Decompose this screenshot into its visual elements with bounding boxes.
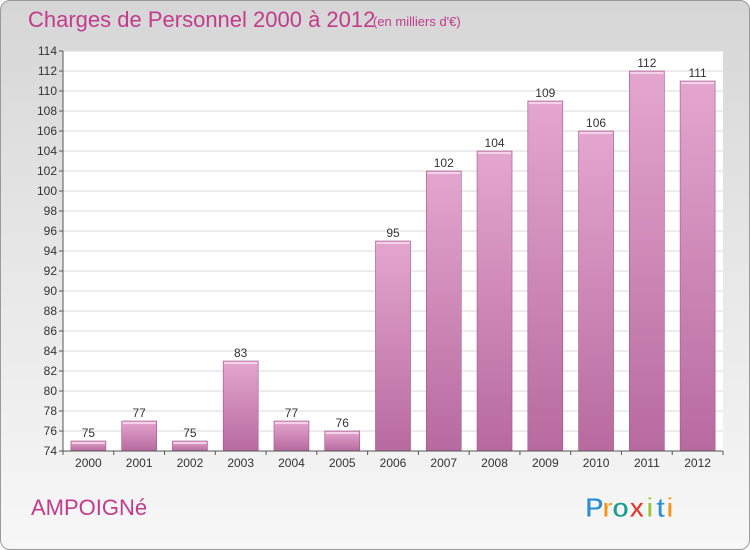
logo-letter: x	[629, 492, 645, 523]
bar-highlight	[122, 422, 156, 424]
bar-2010	[578, 130, 614, 452]
bar-highlight	[427, 172, 461, 174]
y-tick-label: 112	[38, 64, 57, 78]
x-tick-label: 2003	[227, 456, 254, 470]
data-labels: 75 77 75 83 77 76 95 102 104 109 106 112 111	[82, 56, 707, 440]
y-tick-label: 80	[44, 384, 58, 398]
data-label: 77	[285, 406, 299, 420]
logo-letter: i	[646, 492, 654, 523]
y-tick-label: 88	[44, 304, 58, 318]
x-tick-label: 2009	[532, 456, 559, 470]
data-label: 76	[336, 416, 350, 430]
data-label: 104	[485, 136, 505, 150]
data-label: 83	[234, 346, 248, 360]
data-label: 102	[434, 156, 454, 170]
bar-highlight	[325, 432, 359, 434]
bar-2011	[629, 70, 665, 452]
bar-2008	[476, 150, 513, 452]
x-tick-label: 2006	[380, 456, 407, 470]
logo-letter: r	[602, 492, 613, 523]
data-label: 109	[535, 86, 555, 100]
logo-letter: P	[585, 492, 604, 523]
bars	[70, 70, 716, 452]
y-tick-label: 82	[44, 364, 58, 378]
y-tick-label: 106	[37, 124, 57, 138]
x-axis-ticks: 2000 2001 2002 2003 2004 2005 2006 2007 2008 2009…	[62, 451, 724, 470]
x-tick-label: 2007	[430, 456, 457, 470]
bar-highlight	[376, 242, 410, 244]
x-tick-label: 2005	[329, 456, 356, 470]
bar-highlight	[681, 82, 715, 84]
bar-chart: 74 76 78 80 82 84 86 88 90 92 94 96 98 100 102 104 106 10…	[37, 44, 724, 470]
y-tick-label: 98	[44, 204, 58, 218]
y-tick-label: 110	[38, 84, 57, 98]
y-axis-ticks: 74 76 78 80 82 84 86 88 90 92 94 96 98 100 102 104 106 10…	[37, 44, 63, 458]
x-tick-label: 2002	[177, 456, 204, 470]
data-label: 75	[183, 426, 197, 440]
bar-highlight	[579, 132, 613, 134]
bar-highlight	[274, 422, 308, 424]
x-tick-label: 2011	[634, 456, 660, 470]
y-tick-label: 114	[38, 44, 57, 58]
bar-2006	[375, 240, 411, 452]
logo-letter: i	[666, 492, 674, 523]
x-tick-label: 2000	[75, 456, 102, 470]
bar-highlight	[224, 362, 258, 364]
x-tick-label: 2008	[481, 456, 508, 470]
data-label: 75	[82, 426, 96, 440]
y-tick-label: 78	[44, 404, 58, 418]
data-label: 106	[586, 116, 606, 130]
y-tick-label: 96	[44, 224, 58, 238]
logo-letter: t	[656, 492, 665, 523]
x-tick-label: 2001	[126, 456, 153, 470]
y-tick-label: 92	[44, 264, 58, 278]
y-tick-label: 76	[44, 424, 58, 438]
y-tick-label: 104	[37, 144, 57, 158]
y-tick-label: 94	[44, 244, 58, 258]
logo-letter: o	[612, 492, 629, 523]
bar-2001	[121, 420, 157, 452]
data-label: 112	[637, 56, 656, 70]
bar-2007	[425, 170, 462, 452]
x-tick-label: 2010	[583, 456, 610, 470]
bar-highlight	[173, 442, 207, 444]
bar-highlight	[478, 152, 512, 154]
bar-2009	[527, 100, 564, 452]
data-label: 77	[132, 406, 146, 420]
bar-2012	[679, 80, 716, 452]
y-tick-label: 100	[37, 184, 57, 198]
y-tick-label: 102	[37, 164, 57, 178]
unit-note: (en milliers d'€)	[373, 14, 461, 29]
commune-name: AMPOIGNé	[31, 495, 148, 520]
bar-2003	[222, 360, 259, 452]
proxiti-logo: Pr o x i t i	[585, 492, 675, 524]
y-tick-label: 108	[37, 104, 57, 118]
y-tick-label: 84	[44, 344, 58, 358]
bar-highlight	[71, 442, 105, 444]
bar-highlight	[528, 102, 562, 104]
x-tick-label: 2004	[278, 456, 305, 470]
y-tick-label: 86	[44, 324, 58, 338]
y-tick-label: 90	[44, 284, 58, 298]
chart-title: Charges de Personnel 2000 à 2012	[28, 7, 376, 32]
x-tick-label: 2012	[684, 456, 711, 470]
y-tick-label: 74	[44, 444, 58, 458]
bar-highlight	[630, 72, 664, 74]
data-label: 111	[688, 66, 707, 80]
bar-2004	[273, 420, 310, 452]
data-label: 95	[386, 226, 400, 240]
